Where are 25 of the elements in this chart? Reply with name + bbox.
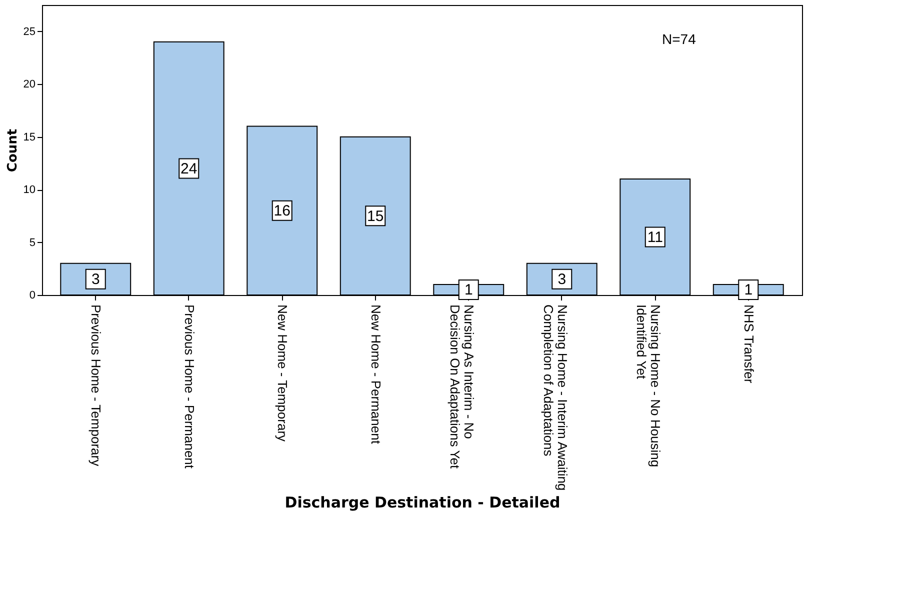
- y-tick-label: 25: [23, 26, 36, 38]
- data-label: 1: [744, 282, 753, 299]
- annotation: N=74: [662, 31, 696, 47]
- x-tick-label: Previous Home - Temporary: [88, 304, 104, 467]
- data-label: 15: [367, 208, 384, 225]
- data-label: 16: [274, 202, 290, 220]
- y-tick-label: 0: [29, 290, 36, 302]
- y-tick-label: 20: [23, 78, 36, 91]
- y-tick-label: 15: [23, 131, 36, 144]
- y-tick-label: 5: [29, 236, 36, 249]
- x-tick-label: Nursing As Interim - No Decision On Adaptations Yet: [448, 304, 477, 469]
- x-tick-label: New Home - Temporary: [275, 304, 290, 442]
- data-label: 24: [180, 160, 198, 178]
- data-label: 3: [91, 271, 100, 288]
- data-label: 11: [647, 229, 663, 246]
- x-tick-label: Nursing Home - Interim Awaiting Completion of Adaptations: [540, 304, 570, 491]
- y-tick-label: 10: [23, 184, 36, 196]
- x-axis-title: Discharge Destination - Detailed: [284, 493, 560, 512]
- x-tick-label: New Home - Permanent: [368, 304, 384, 444]
- data-label: 3: [558, 271, 566, 288]
- data-label: 1: [464, 282, 473, 299]
- x-tick-label: Nursing Home - No Housing Identified Yet: [634, 304, 664, 468]
- x-tick-label: Previous Home - Permanent: [182, 304, 197, 469]
- x-tick-label: NHS Transfer: [741, 304, 756, 384]
- y-axis-title: Count: [5, 128, 20, 172]
